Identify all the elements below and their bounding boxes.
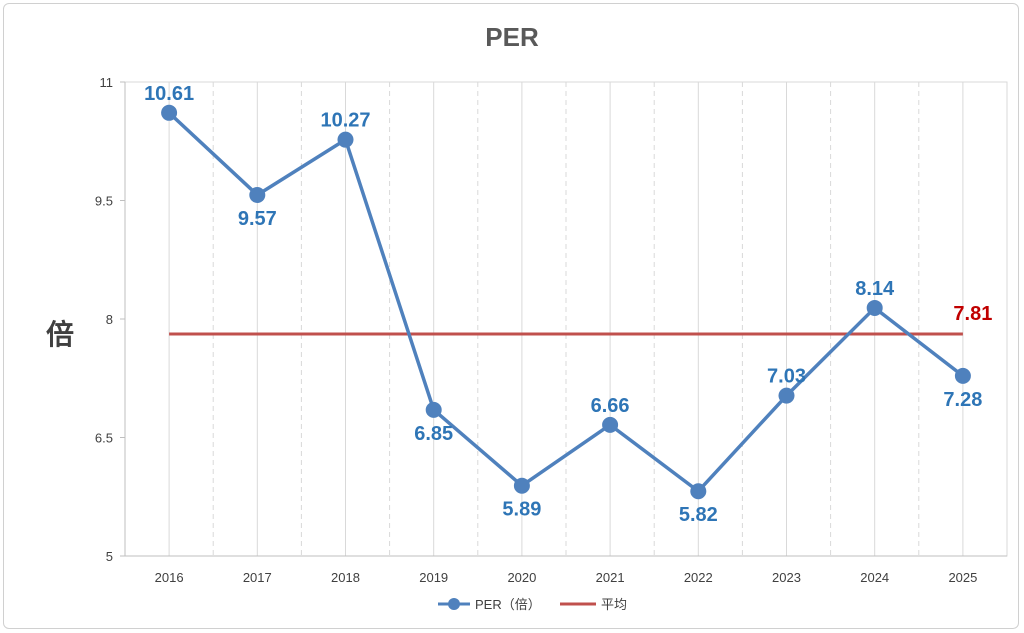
data-label-2020: 5.89 [502,499,541,521]
x-tick-label: 2019 [419,570,448,585]
x-tick-label: 2018 [331,570,360,585]
x-tick-label: 2022 [684,570,713,585]
axes: 5 6.5 8 9.5 11 2016 2017 2018 2019 2020 2021 2022 20… [95,75,1007,585]
x-tick-label: 2024 [860,570,889,585]
series-line-per [167,111,964,493]
data-label-2024: 8.14 [855,278,895,300]
data-point-2023 [778,387,795,404]
x-tick-label: 2025 [948,570,977,585]
data-label-2021: 6.66 [591,395,630,417]
data-label-2023: 7.03 [767,366,806,388]
x-tick-label: 2021 [596,570,625,585]
series-layer [161,104,971,500]
x-tick-label: 2020 [507,570,536,585]
average-end-label: 7.81 [953,303,992,325]
y-tick-label: 5 [106,549,113,564]
legend: PER（倍） 平均 [438,597,627,612]
y-tick-label: 8 [106,312,113,327]
y-tick-label: 11 [100,75,114,90]
x-tick-label: 2023 [772,570,801,585]
y-tick-label: 9.5 [95,194,113,209]
data-point-2020 [513,477,530,494]
data-point-2025 [954,367,971,384]
x-tick-label: 2017 [243,570,272,585]
legend-per-marker [448,598,460,610]
data-label-2019: 6.85 [414,423,453,445]
data-point-2016 [161,104,178,121]
data-point-2024 [866,299,883,316]
data-label-2016: 10.61 [144,83,194,105]
grid-lines [168,82,964,556]
legend-avg-text: 平均 [601,597,627,612]
data-labels: 7.81 10.61 9.57 10.27 6.85 5.89 6.66 5.82 7.03 8.… [144,83,992,526]
data-point-2018 [337,131,354,148]
chart-title: PER [485,22,539,52]
data-point-2017 [249,186,266,203]
legend-per-text: PER（倍） [475,597,541,612]
y-axis-label: 倍 [46,318,74,350]
data-point-2019 [425,401,442,418]
data-label-2022: 5.82 [679,504,718,526]
data-point-2022 [690,483,707,500]
data-label-2018: 10.27 [320,110,370,132]
x-tick-label: 2016 [155,570,184,585]
data-point-2021 [602,416,619,433]
data-label-2025: 7.28 [943,389,982,411]
y-tick-label: 6.5 [95,431,113,446]
data-label-2017: 9.57 [238,208,277,230]
